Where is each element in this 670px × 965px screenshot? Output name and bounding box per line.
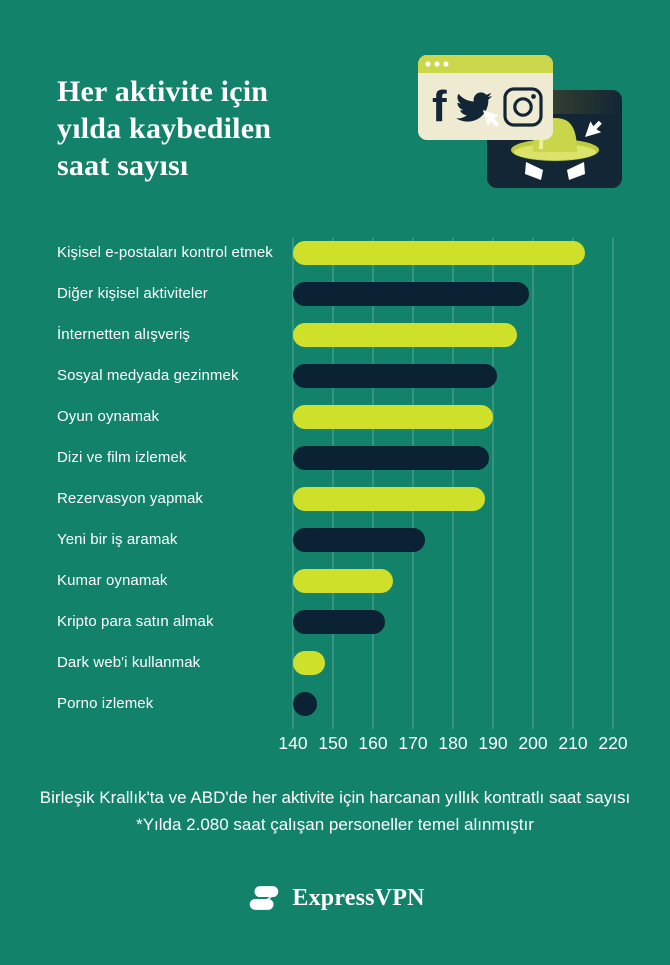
bar-track: [293, 683, 613, 724]
axis-tick-label: 140: [278, 733, 308, 753]
gridline: [372, 238, 374, 729]
category-label: Kripto para satın almak: [57, 613, 214, 630]
bar-track: [293, 560, 613, 601]
footnote-line-2: *Yılda 2.080 saat çalışan personeller te…: [136, 815, 534, 834]
chart-row: Oyun oynamak: [57, 396, 613, 437]
category-label: Dark web'i kullanmak: [57, 654, 201, 671]
bar: [293, 281, 529, 306]
gridline: [332, 238, 334, 729]
bar-track: [293, 314, 613, 355]
chart-row: Yeni bir iş aramak: [57, 519, 613, 560]
gridline: [492, 238, 494, 729]
gridline: [412, 238, 414, 729]
brand-lockup: ExpressVPN: [0, 882, 670, 914]
bar: [293, 240, 585, 265]
bar: [293, 527, 425, 552]
chart-row: Kişisel e-postaları kontrol etmek: [57, 232, 613, 273]
page-title: Her aktivite için yılda kaybedilen saat …: [57, 75, 272, 183]
category-label: Oyun oynamak: [57, 408, 160, 425]
category-label: Diğer kişisel aktiviteler: [57, 285, 208, 302]
expressvpn-logo-icon: [250, 886, 280, 910]
facebook-icon: f: [432, 82, 447, 131]
category-label: Yeni bir iş aramak: [57, 531, 178, 548]
bar: [293, 363, 497, 388]
bar-track: [293, 437, 613, 478]
axis-tick-label: 180: [438, 733, 468, 753]
bar: [293, 486, 485, 511]
axis-tick-label: 220: [598, 733, 628, 753]
chart-row: Kumar oynamak: [57, 560, 613, 601]
axis-tick-label: 170: [398, 733, 428, 753]
grid-layer: [292, 238, 614, 729]
bar: [293, 445, 489, 470]
category-label: Kişisel e-postaları kontrol etmek: [57, 244, 273, 261]
bar-track: [293, 601, 613, 642]
gridline: [452, 238, 454, 729]
hero-illustration: f: [418, 55, 622, 188]
bar-track: [293, 355, 613, 396]
footnote: Birleşik Krallık'ta ve ABD'de her aktivi…: [0, 784, 670, 838]
bar: [293, 609, 385, 634]
bar-track: [293, 232, 613, 273]
bar: [293, 322, 517, 347]
bar: [293, 691, 317, 716]
bar-chart: Kişisel e-postaları kontrol etmek Diğer k…: [0, 232, 670, 762]
bar: [293, 404, 493, 429]
gridline: [292, 238, 294, 729]
bar: [293, 568, 393, 593]
bar-track: [293, 519, 613, 560]
gridline: [532, 238, 534, 729]
bar-track: [293, 396, 613, 437]
axis-tick-label: 200: [518, 733, 548, 753]
browser-window-icon: f: [418, 55, 553, 140]
bar-track: [293, 642, 613, 683]
chart-row: İnternetten alışveriş: [57, 314, 613, 355]
chart-row: Dark web'i kullanmak: [57, 642, 613, 683]
cursor-icon: [585, 120, 602, 137]
footnote-line-1: Birleşik Krallık'ta ve ABD'de her aktivi…: [39, 788, 631, 807]
chart-row: Rezervasyon yapmak: [57, 478, 613, 519]
bar-track: [293, 478, 613, 519]
brand-name: ExpressVPN: [292, 884, 425, 911]
category-label: Rezervasyon yapmak: [57, 490, 204, 507]
category-label: İnternetten alışveriş: [57, 326, 190, 343]
chart-row: Porno izlemek: [57, 683, 613, 724]
bar: [293, 650, 325, 675]
chart-row: Kripto para satın almak: [57, 601, 613, 642]
twitter-icon: [456, 92, 492, 122]
category-label: Sosyal medyada gezinmek: [57, 367, 239, 384]
x-axis: 140 150 160 170 180 190 200 210 220: [278, 733, 627, 757]
bar-track: [293, 273, 613, 314]
instagram-icon: [503, 87, 543, 127]
category-label: Porno izlemek: [57, 695, 154, 712]
chart-row: Dizi ve film izlemek: [57, 437, 613, 478]
cursor-icon: [483, 110, 500, 127]
chart-row: Sosyal medyada gezinmek: [57, 355, 613, 396]
axis-tick-label: 160: [358, 733, 388, 753]
category-label: Dizi ve film izlemek: [57, 449, 187, 466]
category-label: Kumar oynamak: [57, 572, 168, 589]
axis-tick-label: 190: [478, 733, 508, 753]
axis-tick-label: 210: [558, 733, 588, 753]
gridline: [612, 238, 614, 729]
axis-tick-label: 150: [318, 733, 348, 753]
chart-rows: Kişisel e-postaları kontrol etmek Diğer k…: [57, 232, 613, 724]
chart-row: Diğer kişisel aktiviteler: [57, 273, 613, 314]
gridline: [572, 238, 574, 729]
